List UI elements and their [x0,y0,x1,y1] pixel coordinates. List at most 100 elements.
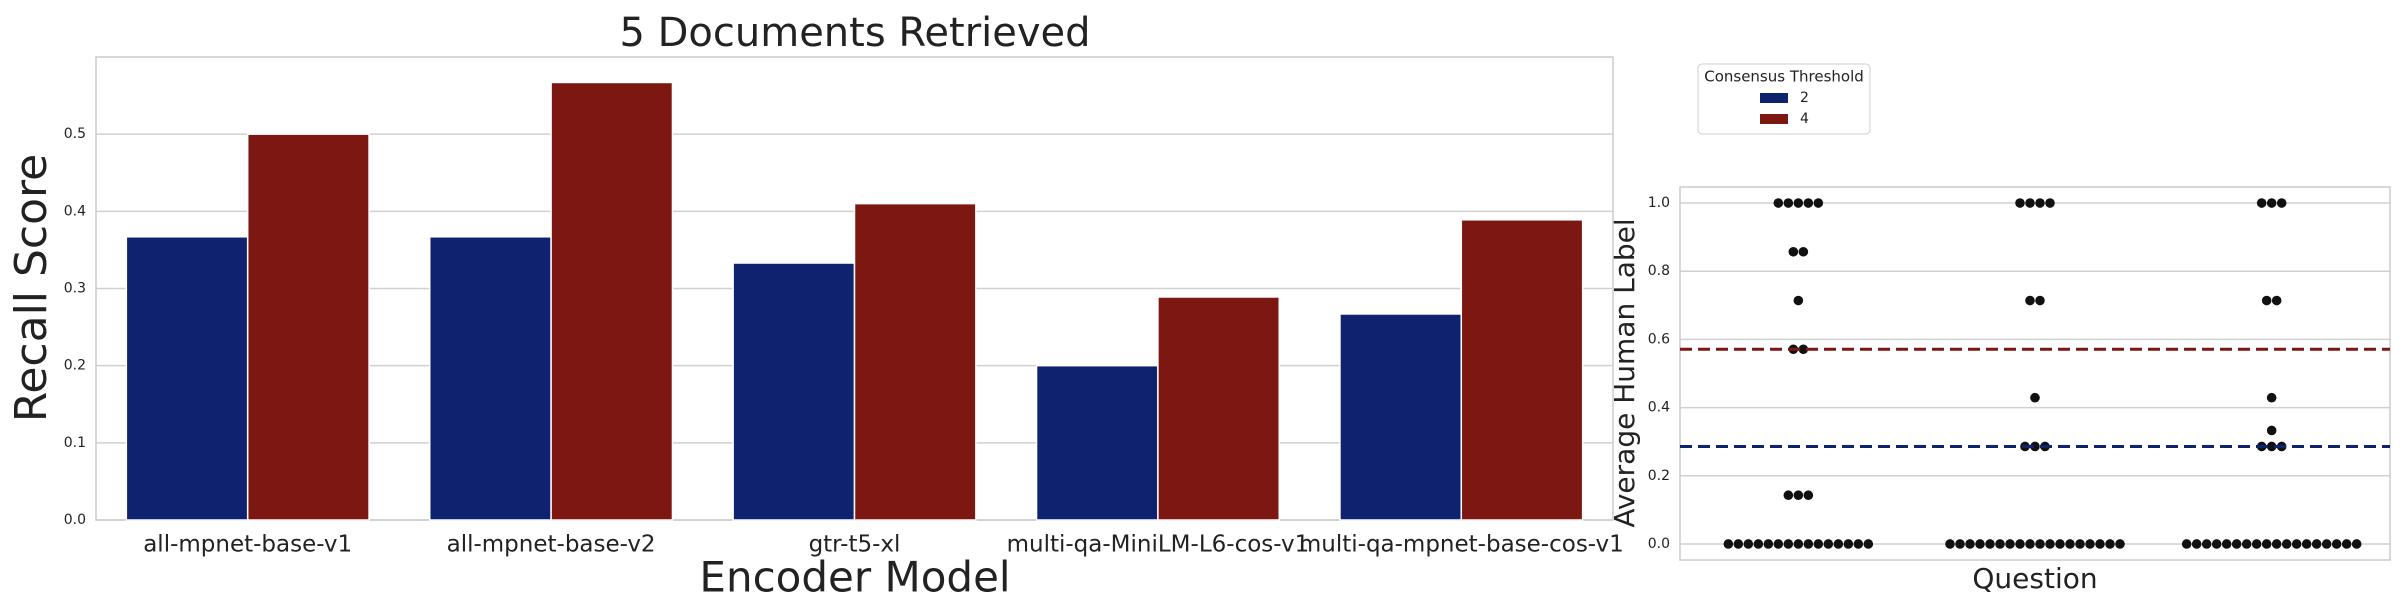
point [1798,344,1809,355]
point [2251,539,2262,549]
point [2065,539,2075,549]
point [1945,539,1955,549]
point [1773,198,1784,208]
point [2231,539,2242,549]
point [2261,295,2272,306]
point [2271,539,2282,549]
point [1733,539,1744,549]
point [2281,539,2292,549]
point [2055,539,2065,549]
point [2025,295,2035,306]
bar [428,236,552,521]
y-tick-label: 0.5 [64,126,86,142]
point [1793,295,1804,306]
point [1798,246,1809,257]
point [1863,539,1874,549]
point [2035,295,2045,306]
point [2035,539,2045,549]
point [2301,539,2312,549]
point [2045,539,2055,549]
point [2266,392,2277,403]
point [2321,539,2332,549]
point [2261,539,2272,549]
x-tick-label: multi-qa-MiniLM-L6-cos-v1 [1007,532,1310,558]
point [1793,490,1804,501]
point [1723,539,1734,549]
point [2266,441,2277,452]
point [2005,539,2015,549]
y-axis-label: Recall Score [6,154,57,423]
point [2291,539,2302,549]
y-tick-label: 0.2 [1648,468,1670,484]
point [2191,539,2202,549]
point [1763,539,1774,549]
point [1753,539,1764,549]
point [1955,539,1965,549]
point [1773,539,1784,549]
bar [1035,364,1159,521]
point [2276,198,2287,208]
x-tick-label: multi-qa-mpnet-base-cos-v1 [1299,532,1624,558]
point [1803,198,1814,208]
point [2181,539,2192,549]
y-tick-label: 0.2 [64,358,86,374]
point [2025,539,2035,549]
point [2271,295,2282,306]
point [2045,198,2055,208]
point [1813,198,1824,208]
point [2030,441,2040,452]
point [1743,539,1754,549]
point [2266,425,2277,436]
point [1783,198,1794,208]
point [1793,198,1804,208]
y-tick-label: 0.6 [1648,331,1670,347]
x-tick-label: all-mpnet-base-v1 [143,532,352,558]
point [2331,539,2342,549]
bar [1339,313,1463,521]
point [2341,539,2352,549]
point [2015,198,2025,208]
x-axis-label: Encoder Model [699,553,1010,600]
point [1985,539,1995,549]
x-axis-label: Question [1972,562,2097,595]
y-tick-label: 0.8 [1648,263,1670,279]
legend-swatch [1760,114,1788,124]
point [2105,539,2115,549]
point [1965,539,1975,549]
point [1803,539,1814,549]
point [1975,539,1985,549]
plot-frame [1679,186,2391,561]
point [2075,539,2085,549]
point [2211,539,2222,549]
bar [550,81,674,521]
point [2351,539,2362,549]
legend-title: Consensus Threshold [1704,68,1864,86]
point [1843,539,1854,549]
point [2221,539,2232,549]
point [1823,539,1834,549]
point [2241,539,2252,549]
point [2030,392,2040,403]
point [2035,198,2045,208]
point [2095,539,2105,549]
point [2015,539,2025,549]
legend-swatch [1760,93,1788,103]
y-tick-label: 0.4 [1648,400,1670,416]
y-tick-label: 0.1 [64,435,86,451]
point [1783,490,1794,501]
point [1803,490,1814,501]
chart-title: 5 Documents Retrieved [619,10,1090,56]
point [2201,539,2212,549]
point [2115,539,2125,549]
bar [246,133,370,521]
point [1783,539,1794,549]
point [2085,539,2095,549]
y-tick-label: 0.4 [64,203,86,219]
y-tick-label: 0.0 [64,512,86,528]
point [1788,246,1799,257]
point [1853,539,1864,549]
point [2256,198,2267,208]
legend-label: 2 [1800,90,1809,106]
legend-label: 4 [1800,111,1809,127]
